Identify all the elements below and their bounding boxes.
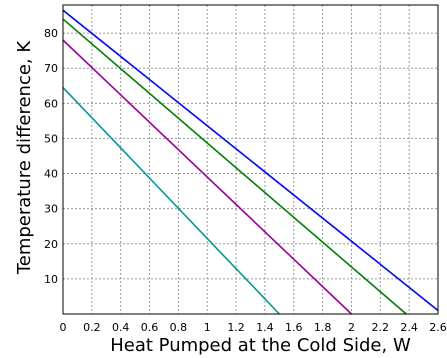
x-tick-label: 1.8 [314,321,332,334]
y-tick-label: 20 [44,238,58,251]
series-line [62,39,353,315]
y-tick-label: 30 [44,203,58,216]
x-tick-label: 2.4 [400,321,418,334]
x-tick-label: 1.6 [285,321,303,334]
y-tick-label: 10 [44,273,58,286]
y-tick-label: 70 [44,62,58,75]
x-tick-label: 1 [204,321,211,334]
y-tick-labels: 10 20 30 40 50 60 70 80 [44,27,58,286]
x-tick-label: 2.6 [429,321,447,334]
series-line [62,18,407,315]
x-tick-label: 0 [60,321,67,334]
y-tick-label: 40 [44,168,58,181]
plot-frame [62,4,439,315]
x-tick-label: 0.8 [170,321,188,334]
y-axis-title: Temperature difference, K [14,40,35,276]
x-tick-label: 0.6 [141,321,159,334]
x-tick-label: 0.4 [112,321,130,334]
x-tick-label: 2 [348,321,355,334]
x-tick-label: 1.2 [227,321,245,334]
x-tick-label: 2.2 [372,321,390,334]
x-axis-title: Heat Pumped at the Cold Side, W [110,335,411,356]
y-tick-label: 60 [44,97,58,110]
y-tick-label: 50 [44,132,58,145]
x-tick-labels: 0 0.2 0.4 0.6 0.8 1 1.2 1.4 1.6 1.8 2 2.2 2.4 2.6 [60,321,447,334]
grid [63,5,438,314]
x-tick-label: 1.4 [256,321,274,334]
x-tick-label: 0.2 [83,321,101,334]
series-line [62,9,439,312]
series-lines [62,9,439,315]
y-tick-label: 80 [44,27,58,40]
series-line [62,86,280,315]
